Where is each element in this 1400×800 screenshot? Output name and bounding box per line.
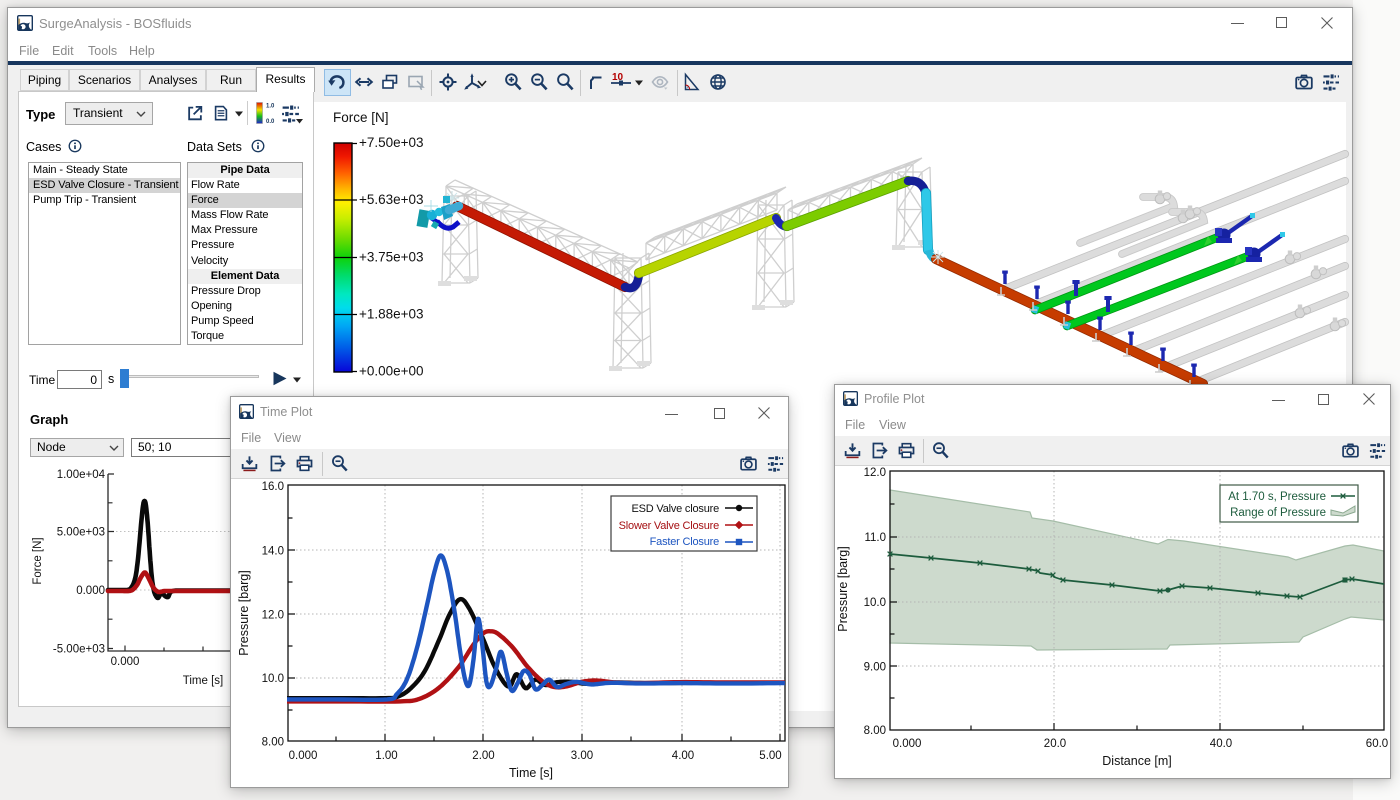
svg-text:-5.00e+03: -5.00e+03 — [53, 644, 105, 656]
svg-text:+3.75e+03: +3.75e+03 — [359, 250, 424, 265]
svg-text:16.0: 16.0 — [262, 481, 284, 493]
svg-text:Pressure [barg]: Pressure [barg] — [836, 546, 850, 631]
svg-text:1.0: 1.0 — [266, 104, 275, 110]
svg-text:8.00: 8.00 — [864, 725, 886, 737]
svg-text:5.00e+03: 5.00e+03 — [57, 527, 105, 539]
svg-text:Distance [m]: Distance [m] — [1102, 754, 1171, 768]
svg-text:At 1.70 s, Pressure: At 1.70 s, Pressure — [1228, 491, 1326, 503]
svg-text:3.00: 3.00 — [571, 750, 593, 762]
svg-text:+7.50e+03: +7.50e+03 — [359, 135, 424, 150]
svg-text:8.00: 8.00 — [262, 737, 284, 749]
svg-text:0.0: 0.0 — [266, 119, 275, 125]
svg-text:Pressure [barg]: Pressure [barg] — [237, 570, 251, 655]
svg-text:12.0: 12.0 — [864, 467, 886, 479]
svg-text:Force [N]: Force [N] — [32, 537, 44, 584]
svg-text:10.0: 10.0 — [864, 597, 886, 609]
svg-text:0.000: 0.000 — [76, 585, 105, 597]
svg-text:Range of Pressure: Range of Pressure — [1230, 507, 1326, 519]
svg-text:0.000: 0.000 — [289, 750, 318, 762]
svg-text:9.00: 9.00 — [864, 662, 886, 674]
svg-text:20.0: 20.0 — [1044, 738, 1066, 750]
svg-text:0.000: 0.000 — [893, 738, 922, 750]
svg-text:60.0: 60.0 — [1366, 738, 1388, 750]
svg-text:2.00: 2.00 — [472, 750, 494, 762]
svg-text:11.0: 11.0 — [864, 532, 886, 544]
svg-text:5.00: 5.00 — [759, 750, 781, 762]
svg-text:+0.00e+00: +0.00e+00 — [359, 364, 424, 379]
svg-text:Time [s]: Time [s] — [183, 675, 223, 687]
svg-text:1.00: 1.00 — [375, 750, 397, 762]
svg-text:Slower Valve Closure: Slower Valve Closure — [619, 520, 719, 532]
svg-text:1.00e+04: 1.00e+04 — [57, 469, 106, 481]
svg-text:+5.63e+03: +5.63e+03 — [359, 192, 424, 207]
svg-text:14.0: 14.0 — [262, 546, 284, 558]
svg-text:40.0: 40.0 — [1210, 738, 1232, 750]
svg-text:10.0: 10.0 — [262, 673, 284, 685]
svg-text:12.0: 12.0 — [262, 610, 284, 622]
svg-text:ESD Valve closure: ESD Valve closure — [632, 503, 720, 515]
svg-text:4.00: 4.00 — [672, 750, 694, 762]
svg-text:Time [s]: Time [s] — [509, 766, 553, 780]
svg-text:0.000: 0.000 — [111, 656, 140, 668]
svg-text:Faster Closure: Faster Closure — [650, 536, 719, 548]
svg-text:Force [N]: Force [N] — [333, 110, 389, 125]
svg-text:+1.88e+03: +1.88e+03 — [359, 307, 424, 322]
